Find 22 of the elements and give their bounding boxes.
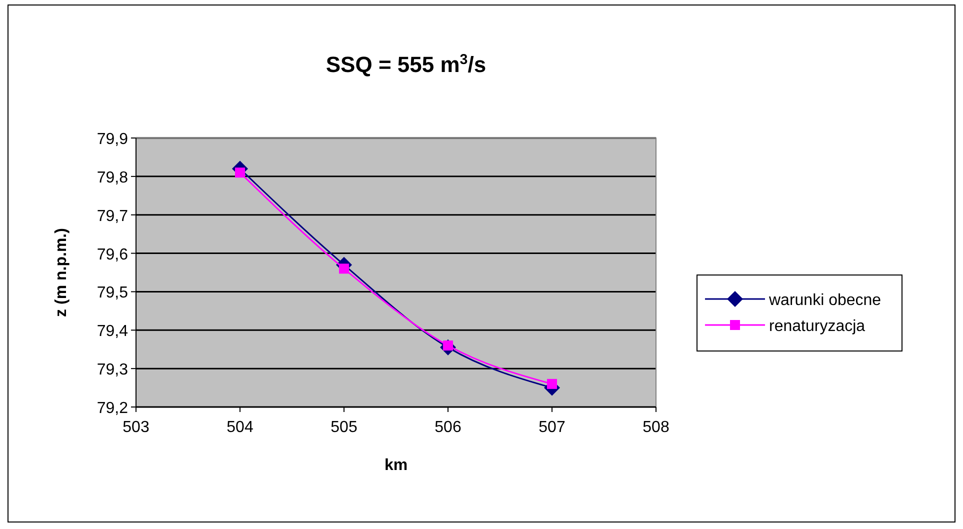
point bbox=[547, 378, 557, 389]
y-tick-label: 79,8 bbox=[96, 169, 128, 186]
x-tick-label: 508 bbox=[642, 419, 670, 436]
x-tick-label: 507 bbox=[538, 419, 566, 436]
y-axis-title: z (m n.p.m.) bbox=[53, 228, 70, 317]
legend-label: warunki obecne bbox=[768, 292, 882, 309]
x-tick-label: 503 bbox=[122, 419, 150, 436]
x-axis-title: km bbox=[384, 457, 408, 474]
y-tick-label: 79,3 bbox=[96, 362, 128, 379]
legend-label: renaturyzacja bbox=[769, 318, 866, 335]
y-tick-label: 79,6 bbox=[96, 246, 128, 264]
x-tick-label: 504 bbox=[226, 419, 254, 436]
y-tick-label: 79,7 bbox=[96, 208, 128, 225]
point bbox=[235, 168, 245, 178]
y-tick-label: 79,5 bbox=[96, 284, 128, 302]
x-tick-label: 506 bbox=[434, 419, 462, 436]
point bbox=[339, 264, 349, 274]
chart-title: SSQ = 555 m$^{3}$/s bbox=[326, 52, 486, 77]
y-tick-label: 79,2 bbox=[96, 400, 128, 417]
y-tick-label: 79,9 bbox=[96, 131, 128, 148]
x-tick-label: 505 bbox=[330, 419, 358, 436]
y-tick-label: 79,4 bbox=[96, 323, 128, 340]
